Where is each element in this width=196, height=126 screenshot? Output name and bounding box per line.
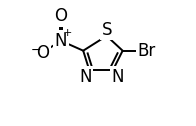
Text: −: − (31, 44, 41, 57)
Text: N: N (79, 68, 92, 86)
Text: S: S (101, 21, 112, 39)
Text: +: + (63, 28, 73, 38)
Text: Br: Br (138, 42, 156, 60)
Text: N: N (55, 32, 67, 50)
Text: O: O (36, 44, 49, 62)
Text: N: N (112, 68, 124, 86)
Text: O: O (54, 7, 68, 25)
